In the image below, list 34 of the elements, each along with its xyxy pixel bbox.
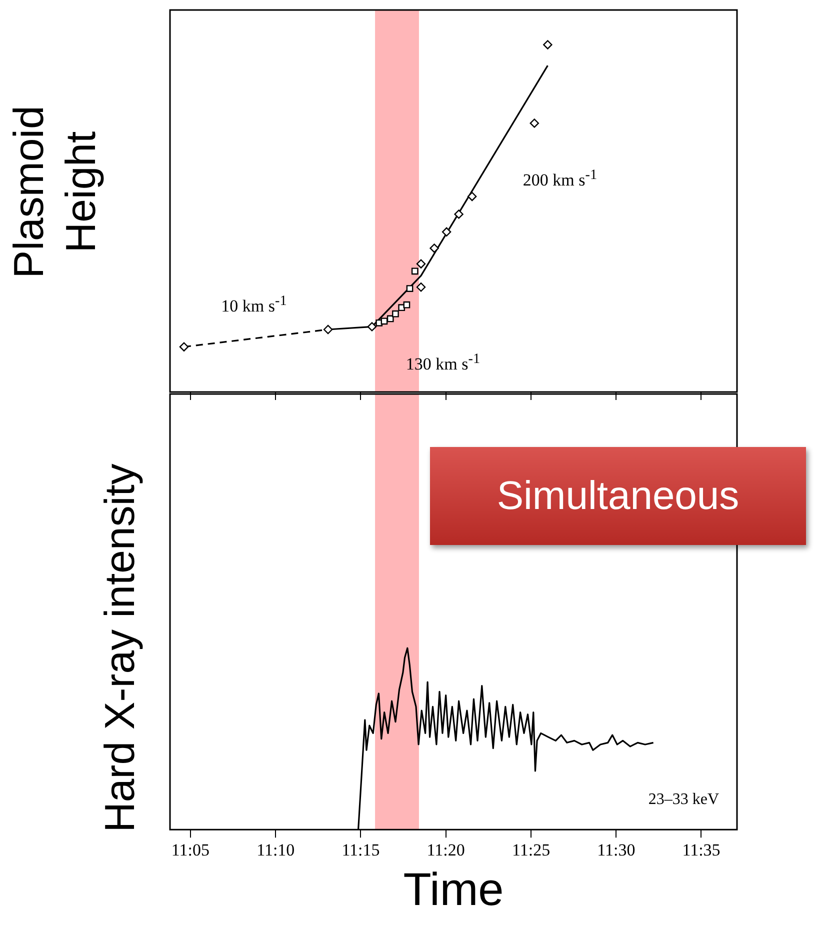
annotation: 130 km s$^{-1}$ xyxy=(404,351,482,375)
x-tick-label: 11:05 xyxy=(171,840,210,860)
x-tick-label: 11:10 xyxy=(256,840,295,860)
point xyxy=(454,210,464,219)
point xyxy=(543,40,552,50)
point xyxy=(398,304,406,312)
point xyxy=(406,285,414,292)
y-axis-title: Hard X-ray intensity xyxy=(95,464,144,832)
point xyxy=(376,319,383,326)
point xyxy=(386,315,394,322)
point xyxy=(530,118,540,128)
x-tick-label: 11:25 xyxy=(512,840,550,860)
x-axis-title: Time xyxy=(402,862,505,916)
x-tick-label: 11:30 xyxy=(597,840,636,860)
point xyxy=(403,301,410,308)
point xyxy=(467,192,477,202)
point xyxy=(430,244,439,253)
text: 23–33 keV xyxy=(648,790,720,808)
point xyxy=(323,324,333,334)
x-tick-label: 11:20 xyxy=(426,840,465,860)
annotation: 200 km s$^{-1}$ xyxy=(522,167,598,191)
point xyxy=(442,227,452,237)
point xyxy=(367,322,377,332)
point xyxy=(416,259,426,268)
annotation: 10 km s$^{-1}$ xyxy=(220,293,288,317)
point xyxy=(380,318,388,325)
y-axis-title: Plasmoid Height xyxy=(4,104,105,280)
point xyxy=(179,342,189,352)
point xyxy=(392,310,399,318)
point xyxy=(416,282,426,292)
text: Simultaneous xyxy=(430,447,806,545)
x-tick-label: 11:35 xyxy=(682,840,720,860)
point xyxy=(411,268,418,275)
x-tick-label: 11:15 xyxy=(342,840,380,860)
